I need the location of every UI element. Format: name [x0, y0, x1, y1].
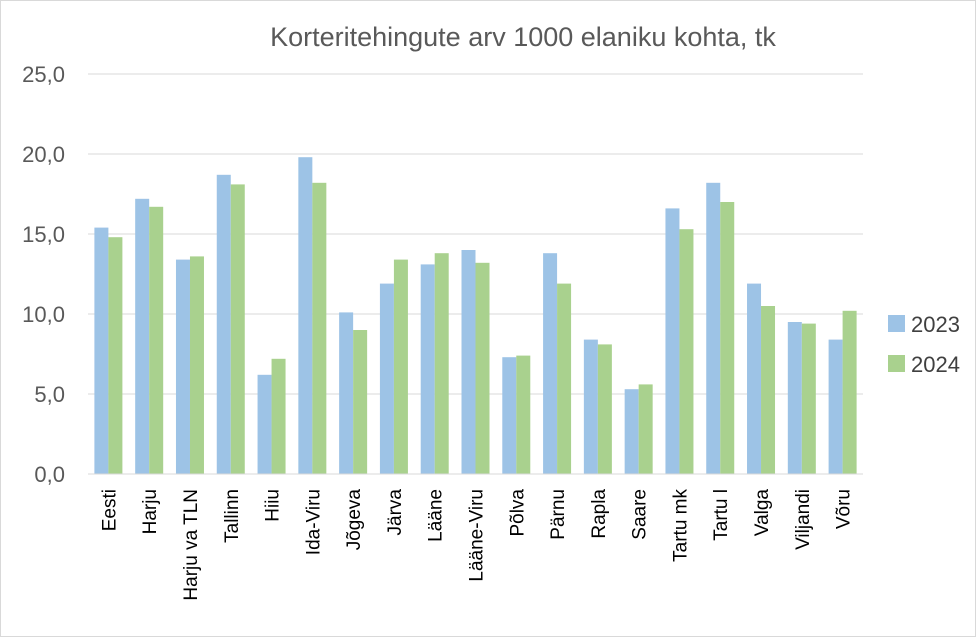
x-category-label: Võru	[834, 489, 855, 529]
bar-2023-Valga	[747, 283, 762, 474]
x-category-label: Tartu mk	[670, 489, 691, 562]
legend: 2023 2024	[888, 312, 960, 377]
bar-2024-Eesti	[108, 237, 123, 474]
x-category-label: Pärnu	[548, 489, 569, 540]
bar-2023-Jõgeva	[339, 312, 354, 474]
bar-2023-Tallinn	[216, 174, 231, 475]
bar-2023-Harju	[135, 198, 150, 475]
bar-2024-Pärnu	[557, 283, 572, 474]
bar-2024-Võru	[842, 310, 857, 474]
bars	[94, 157, 857, 475]
bar-2023-Põlva	[502, 357, 517, 474]
x-category-label: Ida-Viru	[303, 489, 324, 555]
bar-2024-Tartu l	[720, 202, 735, 474]
x-category-label: Tartu l	[711, 489, 732, 541]
bar-2024-Hiiu	[271, 358, 286, 474]
bar-2023-Rapla	[583, 339, 598, 474]
x-category-label: Jõgeva	[344, 489, 365, 551]
x-category-label: Järva	[385, 489, 406, 536]
bar-2024-Saare	[638, 384, 653, 474]
bar-2023-Tartu l	[706, 182, 721, 475]
bar-2023-Eesti	[94, 227, 109, 474]
bar-2023-Saare	[624, 389, 639, 474]
bar-2023-Järva	[379, 283, 394, 474]
legend-swatch-2023	[888, 315, 905, 332]
bar-2023-Hiiu	[257, 374, 272, 474]
bar-2023-Tartu mk	[665, 208, 680, 474]
bar-2024-Ida-Viru	[312, 182, 327, 475]
x-category-label: Harju va TLN	[181, 489, 202, 601]
y-tick-label: 25,0	[22, 62, 65, 87]
bar-2024-Harju va TLN	[189, 256, 204, 474]
bar-2023-Viljandi	[787, 322, 802, 474]
legend-swatch-2024	[888, 355, 905, 372]
bar-2024-Rapla	[597, 344, 612, 474]
bar-2023-Lääne	[420, 264, 435, 474]
x-category-label: Eesti	[99, 489, 120, 531]
x-axis-category-labels: Eesti Harju Harju va TLN Tallinn Hiiu Ida-Vir…	[99, 489, 854, 601]
y-tick-label: 5,0	[34, 382, 65, 407]
x-category-label: Valga	[752, 489, 773, 537]
y-axis-tick-labels: 0,0 5,0 10,0 15,0 20,0 25,0	[22, 62, 65, 487]
x-category-label: Lääne-Viru	[467, 489, 488, 582]
chart-title: Korteritehingute arv 1000 elaniku kohta,…	[270, 22, 776, 52]
x-category-label: Saare	[630, 489, 651, 540]
bar-2023-Pärnu	[543, 253, 558, 474]
x-category-label: Viljandi	[793, 489, 814, 550]
bar-2024-Harju	[149, 206, 164, 475]
bar-2023-Lääne-Viru	[461, 250, 476, 474]
bar-2024-Viljandi	[801, 323, 816, 474]
bar-2024-Jõgeva	[353, 330, 368, 474]
x-category-label: Rapla	[589, 489, 610, 539]
legend-label-2023: 2023	[911, 312, 960, 337]
bar-2024-Valga	[761, 306, 776, 474]
bar-2024-Lääne	[434, 253, 449, 474]
bar-2024-Tartu mk	[679, 229, 694, 474]
bar-2024-Järva	[393, 259, 408, 474]
bar-2024-Tallinn	[230, 184, 245, 474]
y-tick-label: 10,0	[22, 302, 65, 327]
x-category-label: Harju	[140, 489, 161, 534]
x-category-label: Hiiu	[263, 489, 284, 522]
bar-2024-Põlva	[516, 355, 531, 474]
bar-2023-Ida-Viru	[298, 157, 313, 474]
x-category-label: Põlva	[507, 489, 528, 537]
x-category-label: Lääne	[426, 489, 447, 542]
bar-2023-Võru	[828, 339, 843, 474]
bar-2023-Harju va TLN	[175, 259, 190, 474]
y-tick-label: 20,0	[22, 142, 65, 167]
legend-label-2024: 2024	[911, 352, 960, 377]
y-tick-label: 0,0	[34, 462, 65, 487]
y-tick-label: 15,0	[22, 222, 65, 247]
x-category-label: Tallinn	[222, 489, 243, 543]
bar-2024-Lääne-Viru	[475, 262, 490, 474]
